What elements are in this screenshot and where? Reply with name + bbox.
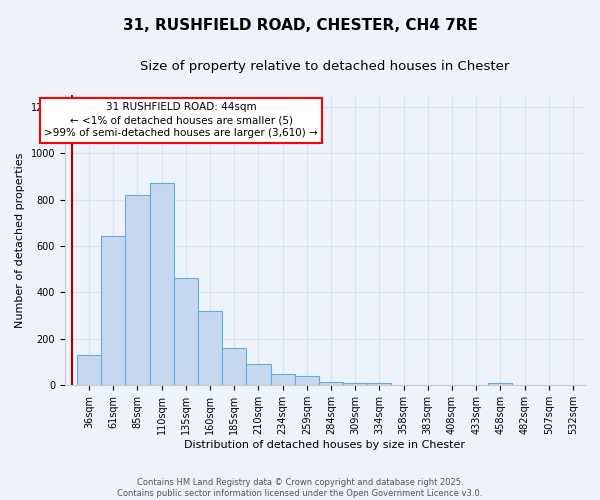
Text: 31, RUSHFIELD ROAD, CHESTER, CH4 7RE: 31, RUSHFIELD ROAD, CHESTER, CH4 7RE: [122, 18, 478, 32]
Bar: [295, 376, 319, 386]
Bar: [198, 311, 222, 386]
Bar: [271, 374, 295, 386]
Text: 31 RUSHFIELD ROAD: 44sqm
← <1% of detached houses are smaller (5)
>99% of semi-d: 31 RUSHFIELD ROAD: 44sqm ← <1% of detach…: [44, 102, 318, 139]
Text: Contains HM Land Registry data © Crown copyright and database right 2025.
Contai: Contains HM Land Registry data © Crown c…: [118, 478, 482, 498]
Bar: [222, 348, 247, 386]
Bar: [149, 184, 174, 386]
Bar: [343, 382, 367, 386]
Bar: [125, 195, 149, 386]
Bar: [319, 382, 343, 386]
Bar: [101, 236, 125, 386]
Bar: [174, 278, 198, 386]
X-axis label: Distribution of detached houses by size in Chester: Distribution of detached houses by size …: [184, 440, 466, 450]
Bar: [488, 383, 512, 386]
Bar: [367, 382, 391, 386]
Bar: [77, 355, 101, 386]
Bar: [247, 364, 271, 386]
Title: Size of property relative to detached houses in Chester: Size of property relative to detached ho…: [140, 60, 509, 73]
Y-axis label: Number of detached properties: Number of detached properties: [15, 152, 25, 328]
